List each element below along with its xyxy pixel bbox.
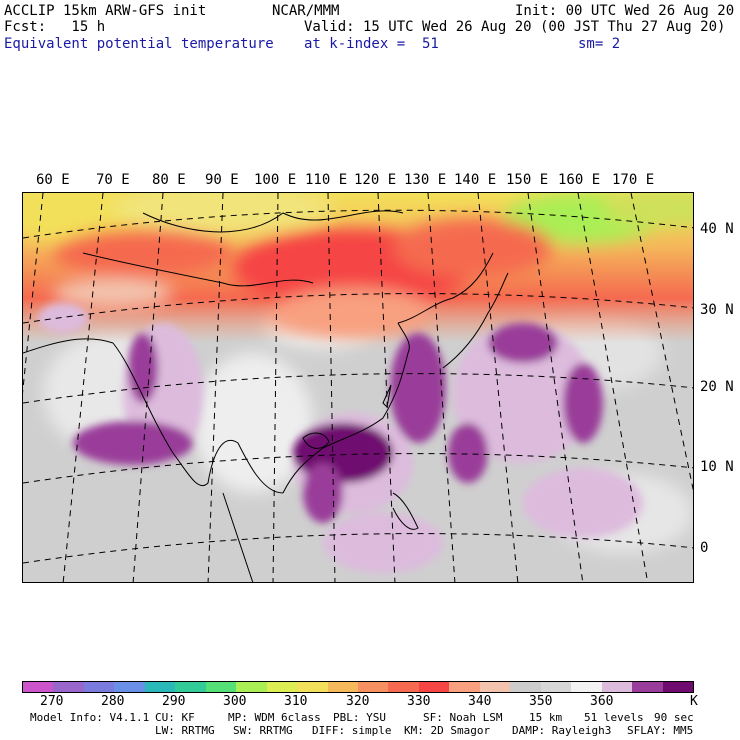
colorbar-swatch (449, 682, 480, 692)
colorbar-swatch (662, 682, 693, 692)
smoothing-info: sm= 2 (578, 36, 621, 52)
colorbar-swatch (510, 682, 541, 692)
lon-label: 140 E (454, 172, 497, 188)
model-info: Model Info: V4.1.1 (30, 711, 150, 724)
colorbar (22, 681, 694, 693)
colorbar-swatch (144, 682, 176, 692)
colorbar-swatch (83, 682, 115, 692)
lon-label: 120 E (354, 172, 397, 188)
colorbar-label: 320 (346, 694, 370, 709)
model-info: 90 sec (654, 711, 694, 724)
colorbar-swatch (53, 682, 84, 692)
colorbar-swatch (601, 682, 633, 692)
model-info: CU: KF (155, 711, 195, 724)
colorbar-swatch (297, 682, 328, 692)
lat-label: 0 (700, 540, 709, 556)
colorbar-swatch (175, 682, 206, 692)
model-info: LW: RRTMG (155, 724, 215, 737)
colorbar-label: 330 (407, 694, 431, 709)
model-info: 51 levels (584, 711, 644, 724)
lat-label: 10 N (700, 459, 734, 475)
colorbar-swatch (571, 682, 602, 692)
lon-label: 160 E (558, 172, 601, 188)
colorbar-label: 350 (529, 694, 553, 709)
lat-label: 40 N (700, 221, 734, 237)
colorbar-swatch (418, 682, 450, 692)
model-info: SF: Noah LSM (423, 711, 503, 724)
colorbar-label: 290 (162, 694, 186, 709)
forecast-hour: Fcst: 15 h (4, 19, 106, 35)
colorbar-swatch (632, 682, 663, 692)
lon-label: 90 E (205, 172, 239, 188)
center-name: NCAR/MMM (272, 3, 340, 19)
colorbar-label: 300 (223, 694, 247, 709)
lon-label: 70 E (96, 172, 130, 188)
model-info: SW: RRTMG (233, 724, 293, 737)
lon-label: 100 E (254, 172, 297, 188)
lon-label: 80 E (152, 172, 186, 188)
colorbar-swatch (114, 682, 145, 692)
high-theta-e-regions (38, 303, 643, 573)
model-info: 15 km (529, 711, 563, 724)
colorbar-swatch (23, 682, 54, 692)
theta-e-map (23, 193, 693, 582)
coastlines (23, 210, 509, 582)
map-panel (22, 192, 694, 583)
colorbar-swatch (236, 682, 267, 692)
level-info: at k-index = 51 (304, 36, 439, 52)
colorbar-swatch (388, 682, 419, 692)
colorbar-label: 340 (468, 694, 492, 709)
colorbar-swatch (479, 682, 511, 692)
lon-label: 130 E (404, 172, 447, 188)
model-info: DIFF: simple (312, 724, 392, 737)
model-title: ACCLIP 15km ARW-GFS init (4, 3, 207, 19)
colorbar-label: 280 (101, 694, 125, 709)
model-info: SFLAY: MM5 (627, 724, 694, 737)
colorbar-swatch (357, 682, 389, 692)
lat-label: 30 N (700, 302, 734, 318)
lon-label: 150 E (506, 172, 549, 188)
colorbar-label: 310 (284, 694, 308, 709)
init-time: Init: 00 UTC Wed 26 Aug 20 (515, 3, 735, 19)
lon-label: 170 E (612, 172, 655, 188)
lat-label: 20 N (700, 379, 734, 395)
model-info: KM: 2D Smagor (404, 724, 491, 737)
colorbar-units: K (690, 694, 698, 709)
colorbar-swatch (540, 682, 572, 692)
colorbar-label: 270 (40, 694, 64, 709)
field-name: Equivalent potential temperature (4, 36, 274, 52)
lon-label: 110 E (305, 172, 348, 188)
lon-label: 60 E (36, 172, 70, 188)
colorbar-swatch (205, 682, 237, 692)
colorbar-label: 360 (590, 694, 614, 709)
colorbar-swatch (327, 682, 358, 692)
valid-time: Valid: 15 UTC Wed 26 Aug 20 (00 JST Thu … (304, 19, 726, 35)
model-info: DAMP: Rayleigh3 (512, 724, 612, 737)
northern-warm-band (23, 193, 693, 343)
model-info: PBL: YSU (333, 711, 386, 724)
lat-lon-grid (23, 193, 693, 582)
colorbar-swatch (266, 682, 298, 692)
model-info: MP: WDM 6class (228, 711, 321, 724)
